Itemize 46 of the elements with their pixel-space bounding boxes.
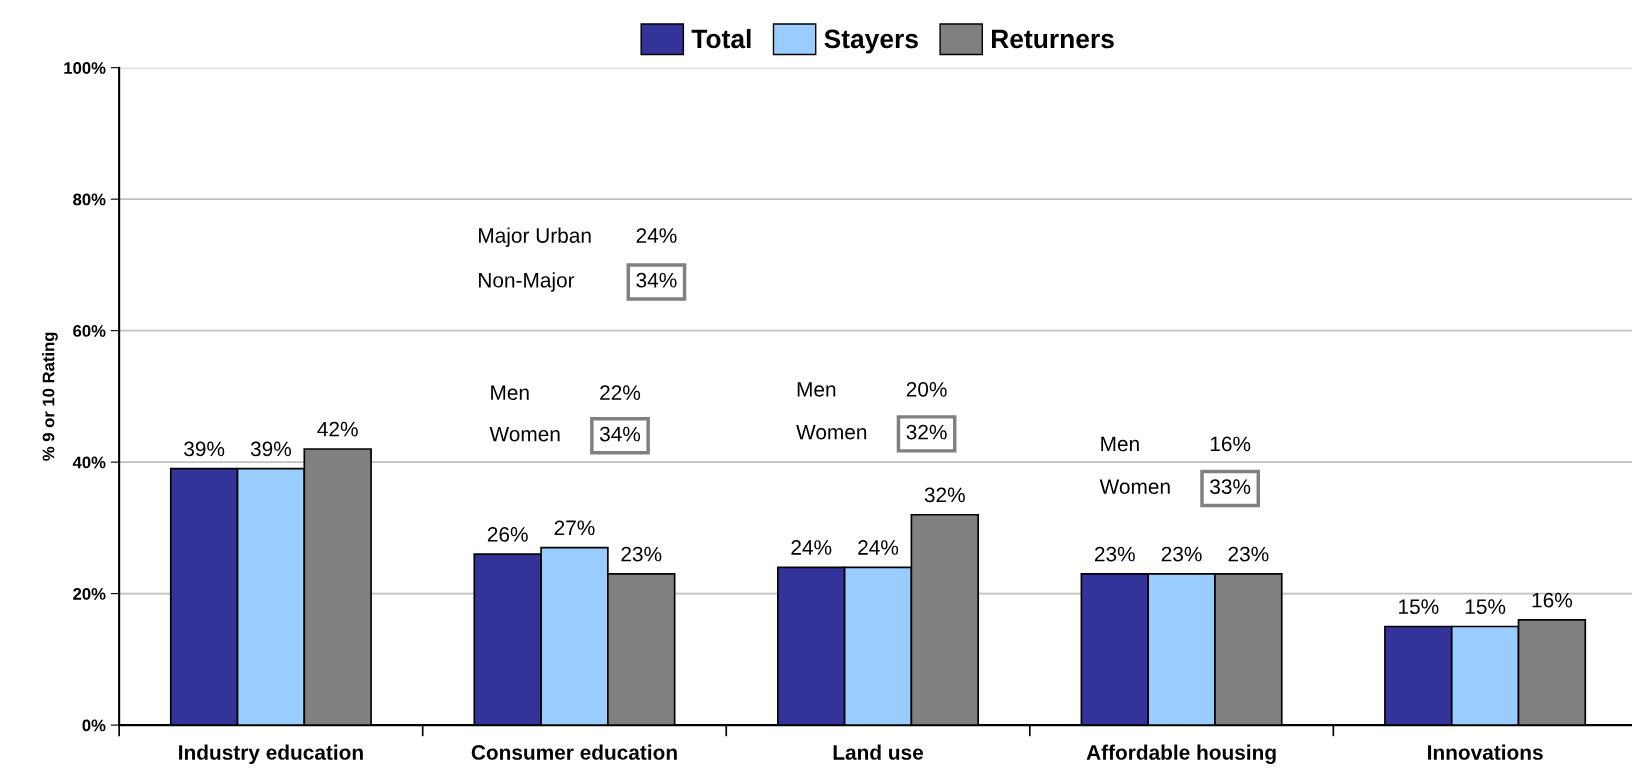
text: 23% — [621, 546, 662, 562]
annotation: Women — [1099, 479, 1170, 495]
text: 24% — [791, 540, 832, 555]
annotation: Men — [1101, 436, 1139, 452]
y-tick-label: 100% — [64, 62, 106, 74]
y-tick-label: 40% — [72, 456, 106, 469]
annotation: 33% — [1210, 479, 1251, 495]
legend-label: Total — [691, 28, 751, 49]
text: 24% — [858, 540, 899, 555]
x-tick-label: Industry education — [179, 744, 363, 764]
annotation: Major Urban — [479, 227, 591, 248]
text: 42% — [317, 421, 358, 437]
annotation: Non-Major — [479, 272, 575, 292]
x-tick-label: Consumer education — [471, 744, 677, 760]
x-tick-label: Land use — [833, 744, 924, 760]
text: 15% — [1465, 599, 1506, 615]
x-tick-label: Affordable housing — [1086, 744, 1276, 765]
text: 23% — [1161, 546, 1202, 562]
y-tick-label: 20% — [73, 588, 106, 600]
y-axis-title: % 9 or 10 Rating — [42, 332, 58, 461]
annotation: 34% — [599, 426, 641, 442]
text: 27% — [554, 520, 595, 536]
text: 16% — [1532, 592, 1573, 608]
text: 23% — [1228, 546, 1269, 562]
annotation: 34% — [636, 272, 677, 288]
annotation: Women — [796, 424, 867, 440]
annotation: Women — [489, 426, 560, 442]
text: 39% — [184, 441, 225, 457]
text: 26% — [487, 526, 528, 542]
annotation: 16% — [1210, 436, 1251, 452]
x-tick-label: Innovations — [1428, 744, 1543, 760]
annotation: 22% — [600, 385, 641, 400]
text: 32% — [924, 487, 965, 503]
annotation: 20% — [906, 381, 947, 397]
legend-label: Returners — [992, 29, 1114, 49]
annotation: Men — [797, 382, 836, 397]
annotation: Men — [491, 385, 529, 401]
y-tick-label: 60% — [73, 325, 106, 337]
text: 23% — [1094, 546, 1135, 562]
annotation: 32% — [906, 424, 947, 440]
text: 39% — [250, 441, 292, 457]
text: 15% — [1399, 599, 1439, 615]
y-tick-label: 0% — [82, 719, 106, 732]
annotation: 24% — [636, 228, 677, 243]
legend-label: Stayers — [824, 29, 918, 54]
y-tick-label: 80% — [73, 193, 106, 206]
